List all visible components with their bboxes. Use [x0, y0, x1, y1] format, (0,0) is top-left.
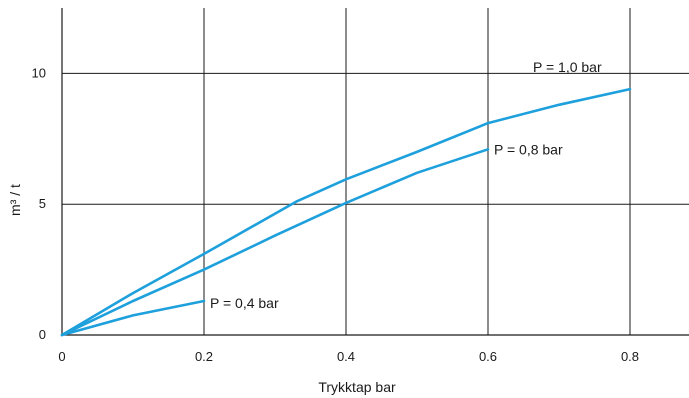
x-axis-title: Trykktap bar	[318, 379, 396, 395]
y-axis-title: m³ / t	[7, 184, 23, 216]
y-tick-label: 10	[32, 65, 46, 80]
series-line	[60, 148, 490, 337]
series-labels: P = 1,0 bar P = 0,8 bar P = 0,4 bar	[210, 59, 602, 311]
gridlines	[62, 8, 689, 335]
y-tick-label: 0	[39, 327, 46, 342]
x-tick-label: 0.2	[195, 349, 213, 364]
x-tick-label: 0.4	[337, 349, 355, 364]
x-tick-label: 0.8	[621, 349, 639, 364]
series-label: P = 0,4 bar	[210, 295, 279, 311]
tick-labels: 0 0.2 0.4 0.6 0.8 0 5 10	[32, 65, 640, 364]
axes	[61, 8, 689, 336]
series-lines	[60, 87, 632, 337]
series-line	[60, 87, 632, 337]
x-tick-label: 0.6	[479, 349, 497, 364]
series-line	[60, 299, 206, 337]
x-tick-label: 0	[58, 349, 65, 364]
series-label: P = 0,8 bar	[494, 141, 563, 157]
y-tick-label: 5	[39, 196, 46, 211]
series-label: P = 1,0 bar	[533, 59, 602, 75]
